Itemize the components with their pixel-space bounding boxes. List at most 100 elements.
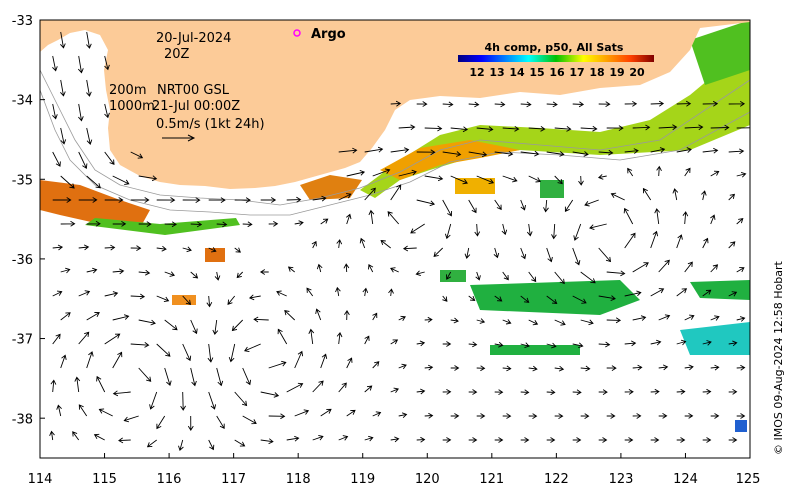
land-australia [40, 20, 750, 189]
current-arrow [702, 147, 719, 154]
current-arrow [187, 415, 194, 431]
current-arrow [433, 247, 444, 257]
current-arrow [736, 364, 746, 371]
current-arrow [286, 435, 300, 442]
current-arrow [268, 413, 286, 420]
current-arrow [728, 437, 738, 443]
current-arrow [494, 295, 503, 302]
argo-legend-label: Argo [311, 27, 346, 42]
current-arrow [312, 434, 324, 441]
current-arrow [442, 295, 448, 302]
current-arrow [468, 437, 478, 443]
current-arrow [242, 415, 257, 425]
sst-patch-shelf-band [85, 218, 240, 235]
current-arrow [390, 100, 402, 107]
current-arrow [464, 247, 471, 259]
sst-patch-blob5 [440, 270, 466, 282]
current-arrow [528, 175, 541, 183]
current-arrow [554, 413, 564, 419]
current-arrow [86, 351, 94, 369]
current-arrow [650, 437, 660, 443]
current-arrow [606, 317, 622, 324]
current-arrow [277, 328, 288, 345]
current-arrow [728, 340, 738, 347]
current-arrow [546, 342, 557, 349]
current-arrow [78, 290, 91, 297]
current-arrow [259, 269, 269, 275]
current-arrow [60, 354, 67, 369]
current-arrow [130, 151, 144, 159]
lon-tick-label: 116 [157, 472, 182, 487]
current-arrow [244, 343, 261, 353]
current-arrow [580, 125, 598, 132]
current-arrow [684, 167, 691, 177]
current-arrow [424, 316, 433, 323]
current-arrow [502, 175, 518, 183]
current-arrow [320, 353, 328, 369]
current-arrow [702, 388, 712, 395]
current-arrow [104, 244, 116, 251]
current-arrow [728, 148, 745, 155]
current-arrow [415, 270, 425, 277]
current-arrow [682, 211, 689, 225]
current-arrow [444, 223, 452, 240]
current-arrow [104, 103, 110, 119]
lon-tick-label: 114 [28, 472, 53, 487]
current-arrow [580, 271, 596, 284]
current-arrow [450, 317, 459, 324]
time-label: 20Z [164, 47, 190, 62]
current-arrow [86, 175, 101, 189]
current-arrow [212, 319, 219, 336]
current-arrow [182, 246, 192, 253]
current-arrow [208, 439, 215, 451]
date-label: 20-Jul-2024 [156, 31, 231, 46]
current-arrow [156, 197, 176, 203]
current-arrow [190, 367, 197, 387]
current-arrow [130, 342, 150, 348]
current-arrow [52, 151, 61, 167]
current-arrow [104, 151, 115, 165]
current-arrow [442, 389, 452, 395]
current-arrow [702, 237, 709, 249]
current-arrow [390, 436, 400, 443]
current-arrow [623, 207, 634, 225]
current-arrow [736, 316, 746, 322]
product-label: NRT00 GSL [157, 83, 230, 98]
colorbar-tick: 20 [629, 66, 645, 79]
current-arrow [52, 55, 58, 72]
current-arrow [624, 340, 637, 347]
current-arrow [60, 267, 71, 274]
current-arrow [728, 241, 736, 249]
current-arrow [398, 169, 417, 177]
current-arrow [344, 309, 350, 321]
current-arrow [335, 286, 341, 297]
current-arrow [52, 197, 72, 203]
current-arrow [650, 100, 665, 107]
colorbar-tick: 16 [549, 66, 565, 79]
current-arrow [572, 342, 584, 349]
lon-tick-label: 124 [673, 472, 698, 487]
sst-patch-blob2 [172, 295, 196, 305]
current-arrow [520, 247, 527, 260]
current-arrow [294, 409, 310, 417]
current-arrow [446, 271, 452, 280]
current-arrow [402, 245, 417, 252]
current-arrow [554, 365, 565, 372]
current-arrow [442, 101, 454, 108]
current-arrow [180, 391, 186, 411]
current-arrow [77, 55, 84, 74]
current-arrow [338, 193, 352, 201]
scale-label: 0.5m/s (1kt 24h) [156, 117, 265, 132]
current-arrow [138, 269, 151, 276]
current-arrow [494, 150, 514, 157]
current-arrow [442, 151, 462, 157]
current-arrow [520, 389, 530, 396]
current-arrow [598, 295, 616, 302]
current-arrow [390, 184, 402, 201]
current-arrow [72, 431, 80, 441]
current-arrow [286, 382, 304, 393]
current-arrow [676, 147, 692, 153]
current-arrow [343, 263, 350, 273]
current-arrow [702, 437, 712, 443]
current-arrow [710, 264, 719, 273]
